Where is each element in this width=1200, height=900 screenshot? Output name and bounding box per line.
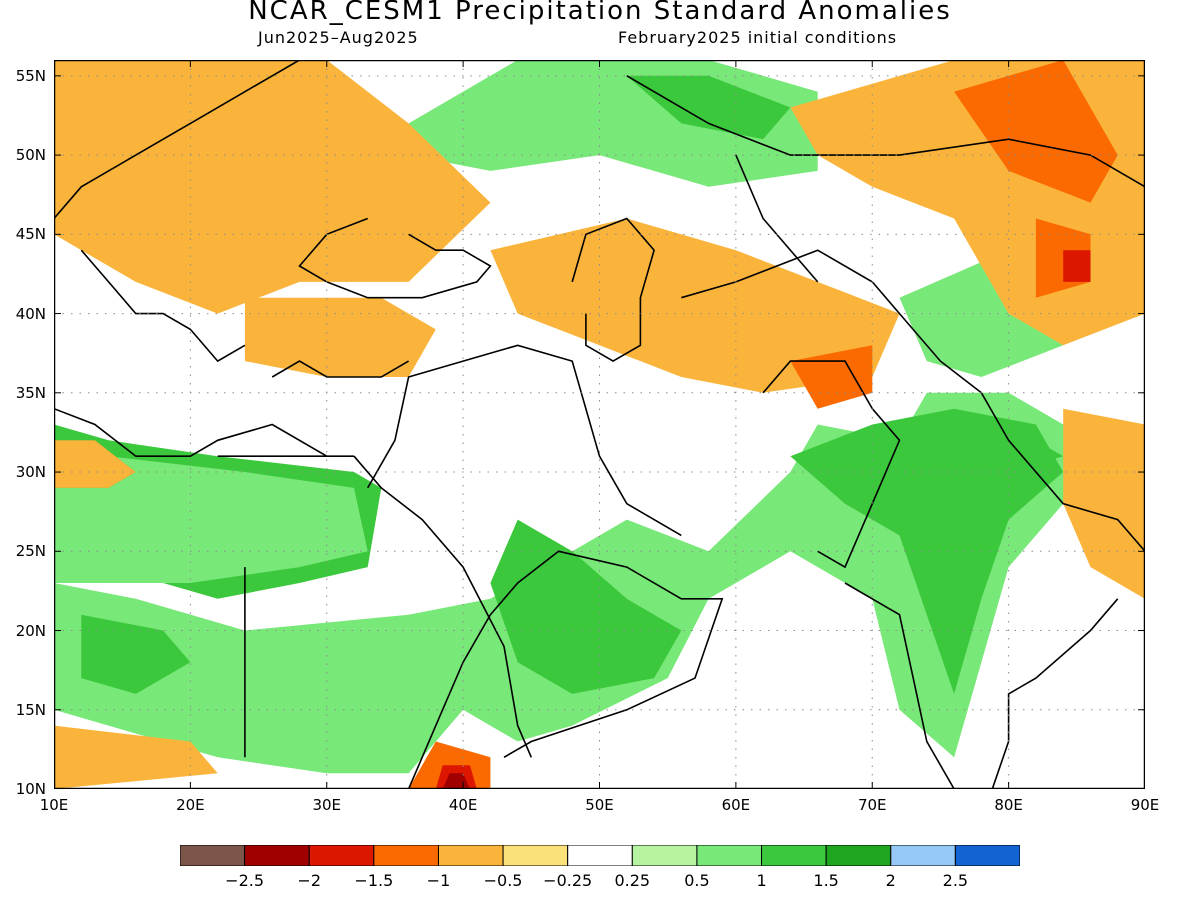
anomaly-region-6: [790, 408, 1064, 694]
colorbar-label: −1.5: [354, 871, 394, 890]
colorbar: [180, 845, 1020, 866]
colorbar-swatch-2: [308, 845, 375, 866]
colorbar-label: 0.25: [614, 871, 651, 890]
anomaly-region-24: [1063, 408, 1145, 599]
colorbar-label: 2: [885, 871, 896, 890]
coastline-border-2: [367, 344, 682, 537]
colorbar-label: 1: [756, 871, 767, 890]
initial-conditions: February2025 initial conditions: [618, 28, 898, 47]
anomaly-region-1: [54, 440, 368, 583]
anomaly-region-3: [54, 440, 136, 488]
colorbar-swatch-8: [696, 845, 763, 866]
colorbar-label: 2.5: [942, 871, 969, 890]
anomaly-region-16: [954, 60, 1118, 203]
longitude-label: 20E: [176, 796, 205, 814]
longitude-label: 10E: [39, 796, 69, 814]
anomaly-region-14: [490, 218, 900, 393]
colorbar-swatch-1: [244, 845, 310, 866]
latitude-label: 15N: [15, 700, 46, 719]
anomaly-region-13: [244, 297, 436, 377]
longitude-label: 60E: [721, 796, 751, 814]
longitude-label: 30E: [312, 796, 342, 814]
colorbar-swatch-6: [567, 845, 633, 866]
coastline-border-9: [681, 249, 1145, 552]
colorbar-swatch-0: [180, 845, 246, 866]
colorbar-label: 1.5: [813, 871, 839, 890]
map-title: NCAR_CESM1 Precipitation Standard Anomal…: [248, 0, 952, 26]
colorbar-label: −1: [426, 871, 451, 890]
latitude-label: 45N: [15, 225, 46, 244]
longitude-label: 50E: [585, 796, 614, 814]
coastline-border-0: [407, 550, 724, 789]
colorbar-label: 0.5: [684, 871, 710, 890]
coastline-border-8: [571, 217, 655, 363]
colorbar-swatch-10: [825, 845, 892, 866]
coastline-border-14: [626, 75, 1145, 188]
latitude-label: 30N: [15, 463, 46, 482]
coastline-border-6: [298, 217, 492, 299]
colorbar-swatch-5: [502, 845, 569, 866]
anomaly-map: [54, 60, 1145, 789]
longitude-label: 40E: [448, 796, 478, 814]
longitude-label: 70E: [857, 796, 887, 814]
forecast-period: Jun2025–Aug2025: [258, 28, 419, 47]
anomaly-region-18: [1063, 250, 1091, 282]
coastline-border-4: [54, 407, 328, 458]
coastline-border-7: [271, 360, 410, 378]
colorbar-label: −0.5: [483, 871, 523, 890]
anomaly-region-5: [490, 519, 682, 694]
map-canvas: [54, 60, 1145, 789]
coastline-border-13: [80, 249, 246, 363]
colorbar-label: −2.5: [225, 871, 265, 890]
coastline-border-12: [54, 60, 300, 220]
anomaly-region-7: [81, 614, 191, 694]
coastline-border-10: [762, 360, 901, 569]
anomaly-region-8: [981, 424, 1064, 472]
latitude-label: 50N: [15, 146, 46, 165]
latitude-label: 35N: [15, 383, 46, 402]
latitude-label: 20N: [15, 621, 46, 640]
anomaly-region-23: [54, 725, 218, 789]
coastline-border-15: [735, 154, 819, 283]
colorbar-swatch-4: [437, 845, 504, 866]
colorbar-swatch-3: [373, 845, 439, 866]
longitude-label: 90E: [1130, 796, 1160, 814]
latitude-label: 55N: [15, 66, 46, 85]
longitude-label: 80E: [994, 796, 1023, 814]
coastline-border-1: [353, 455, 533, 758]
anomaly-region-12: [54, 60, 491, 314]
coastline-border-11: [844, 582, 1119, 789]
colorbar-label: −0.25: [543, 871, 593, 890]
colorbar-swatch-7: [631, 845, 698, 866]
colorbar-label: −2: [297, 871, 322, 890]
latitude-label: 10N: [15, 780, 46, 798]
anomaly-region-10: [626, 75, 791, 140]
colorbar-swatch-12: [954, 845, 1020, 866]
latitude-label: 25N: [15, 542, 46, 561]
latitude-label: 40N: [15, 304, 46, 323]
colorbar-swatch-11: [890, 845, 956, 866]
colorbar-swatch-9: [761, 845, 827, 866]
